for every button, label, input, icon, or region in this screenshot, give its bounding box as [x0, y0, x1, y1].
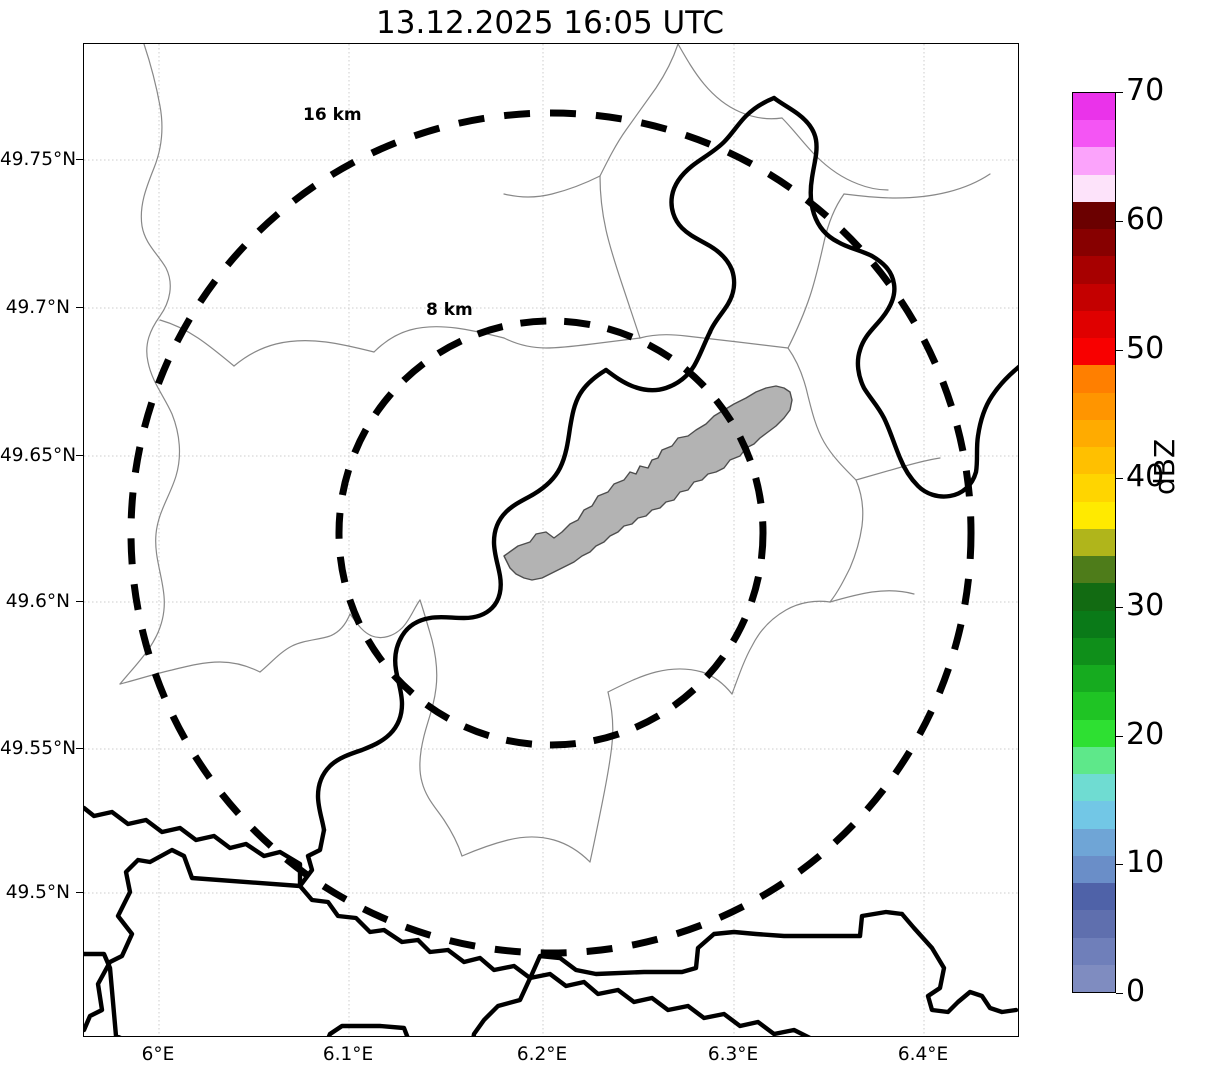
cbar-tick-label-40: 40	[1126, 459, 1165, 494]
range-ring-8km	[335, 317, 767, 749]
cbar-tick-20	[1116, 736, 1123, 738]
cbar-tick-label-10: 10	[1126, 845, 1165, 880]
cbar-tick-label-70: 70	[1126, 73, 1165, 108]
colorbar-band	[1073, 283, 1115, 312]
colorbar-band	[1073, 474, 1115, 503]
ytick-mark-4955	[76, 748, 83, 750]
ytick-label-4975: 49.75°N	[0, 149, 77, 170]
colorbar-band	[1073, 501, 1115, 530]
colorbar-band	[1073, 256, 1115, 285]
colorbar-band	[1073, 855, 1115, 884]
ytick-label-4965: 49.65°N	[0, 445, 77, 466]
colorbar-band	[1073, 447, 1115, 475]
ytick-label-496: 49.6°N	[5, 591, 70, 612]
cbar-tick-50	[1116, 350, 1123, 352]
colorbar-band	[1073, 310, 1115, 339]
colorbar-band	[1073, 229, 1115, 258]
colorbar-band	[1073, 147, 1115, 176]
colorbar-axis-label: dBZ	[1148, 438, 1181, 495]
xtick-label-62: 6.2°E	[516, 1044, 568, 1065]
cbar-tick-0	[1116, 993, 1123, 995]
cbar-tick-30	[1116, 607, 1123, 609]
ytick-mark-4975	[76, 159, 83, 161]
cbar-tick-label-60: 60	[1126, 202, 1165, 237]
colorbar-band	[1073, 93, 1115, 121]
cbar-tick-label-0: 0	[1126, 974, 1146, 1009]
colorbar-band	[1073, 120, 1115, 149]
colorbar-band	[1073, 365, 1115, 394]
ytick-mark-497	[76, 307, 83, 309]
colorbar-band	[1073, 583, 1115, 612]
colorbar-band	[1073, 528, 1115, 557]
map-plot-area[interactable]: 16 km 8 km	[83, 43, 1019, 1037]
cbar-tick-60	[1116, 221, 1123, 223]
ytick-label-497: 49.7°N	[5, 297, 70, 318]
range-ring-16km-label: 16 km	[303, 105, 362, 125]
colorbar-band	[1073, 392, 1115, 421]
ytick-mark-495	[76, 892, 83, 894]
ytick-mark-496	[76, 601, 83, 603]
colorbar-band	[1073, 610, 1115, 639]
colorbar-band	[1073, 419, 1115, 448]
range-ring-16km	[127, 109, 975, 957]
grid-lines	[84, 44, 1018, 1036]
xtick-label-63: 6.3°E	[707, 1044, 759, 1065]
ytick-label-495: 49.5°N	[5, 882, 70, 903]
colorbar[interactable]	[1072, 92, 1116, 993]
eastern-border-lower	[899, 911, 1018, 1015]
cbar-tick-label-50: 50	[1126, 331, 1165, 366]
cbar-tick-40	[1116, 478, 1123, 480]
cbar-tick-label-30: 30	[1126, 588, 1165, 623]
colorbar-band	[1073, 719, 1115, 748]
colorbar-band	[1073, 801, 1115, 830]
map-canvas	[84, 44, 1018, 1036]
xtick-label-64: 6.4°E	[897, 1044, 949, 1065]
national-border	[84, 95, 1018, 1036]
page-title: 13.12.2025 16:05 UTC	[376, 5, 724, 41]
cbar-tick-70	[1116, 92, 1123, 94]
colorbar-band	[1073, 174, 1115, 203]
colorbar-band	[1073, 774, 1115, 802]
colorbar-band	[1073, 692, 1115, 721]
colorbar-band	[1073, 746, 1115, 775]
colorbar-band	[1073, 201, 1115, 230]
ytick-mark-4965	[76, 455, 83, 457]
colorbar-band	[1073, 937, 1115, 966]
colorbar-band	[1073, 665, 1115, 693]
colorbar-band	[1073, 883, 1115, 911]
cbar-tick-10	[1116, 864, 1123, 866]
colorbar-band	[1073, 828, 1115, 857]
range-rings	[127, 109, 975, 957]
colorbar-band	[1073, 556, 1115, 584]
xtick-label-61: 6.1°E	[322, 1044, 374, 1065]
colorbar-band	[1073, 910, 1115, 939]
cbar-tick-label-20: 20	[1126, 717, 1165, 752]
colorbar-band	[1073, 964, 1115, 992]
colorbar-band	[1073, 637, 1115, 666]
ytick-label-4955: 49.55°N	[0, 738, 77, 759]
range-ring-8km-label: 8 km	[426, 300, 473, 320]
administrative-boundaries	[119, 44, 991, 863]
southern-border	[84, 909, 905, 1036]
xtick-label-6: 6°E	[141, 1044, 175, 1065]
city-area-polygon	[503, 385, 793, 581]
colorbar-band	[1073, 338, 1115, 366]
